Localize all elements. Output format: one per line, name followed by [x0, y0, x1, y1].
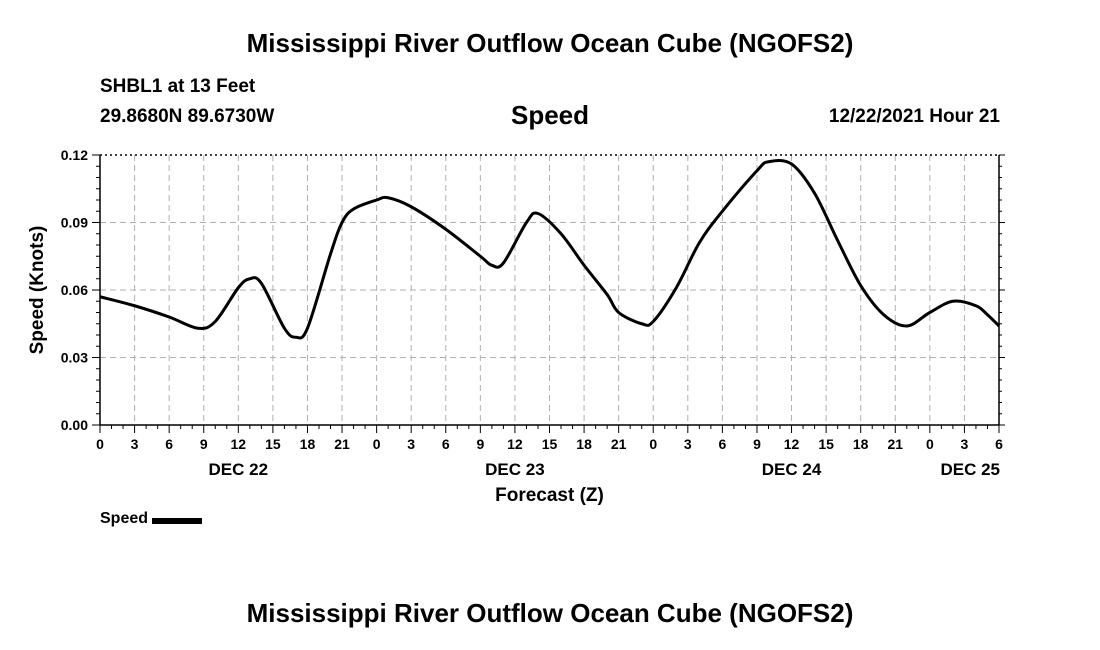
bottom-title: Mississippi River Outflow Ocean Cube (NG…: [246, 598, 854, 628]
x-tick-label: 6: [995, 436, 1003, 452]
y-tick-label: 0.00: [61, 417, 88, 433]
grid-lines: [100, 154, 999, 425]
y-tick-label: 0.12: [61, 147, 88, 163]
x-tick-label: 3: [684, 436, 692, 452]
x-tick-label: 12: [784, 436, 800, 452]
day-label: DEC 22: [209, 460, 269, 479]
x-tick-label: 21: [334, 436, 350, 452]
x-tick-label: 9: [753, 436, 761, 452]
x-tick-label: 18: [300, 436, 316, 452]
chart-title: Speed: [510, 100, 590, 130]
day-label: DEC 23: [485, 460, 545, 479]
y-tick-label: 0.03: [61, 350, 88, 366]
x-tick-label: 0: [96, 436, 104, 452]
legend-label: Speed: [100, 510, 149, 527]
x-tick-label: 21: [611, 436, 627, 452]
x-tick-label: 21: [887, 436, 903, 452]
x-tick-label: 6: [442, 436, 450, 452]
timestamp-label: 12/22/2021 Hour 21: [828, 106, 1000, 127]
day-label: DEC 25: [940, 460, 1000, 479]
x-tick-label: 15: [818, 436, 834, 452]
legend-swatch: [152, 517, 203, 524]
x-tick-label: 12: [507, 436, 523, 452]
x-tick-label: 15: [542, 436, 558, 452]
y-axis-label: Speed (Knots): [27, 226, 48, 355]
y-tick-label: 0.09: [61, 215, 88, 231]
x-tick-label: 6: [718, 436, 726, 452]
station-label: SHBL1 at 13 Feet: [100, 76, 256, 97]
y-tick-label: 0.06: [61, 282, 88, 298]
x-tick-label: 0: [926, 436, 934, 452]
x-axis-label: Forecast (Z): [495, 485, 604, 506]
x-tick-label: 18: [576, 436, 592, 452]
speed-series-line: [99, 158, 1001, 340]
x-tick-label: 3: [407, 436, 415, 452]
x-tick-label: 9: [200, 436, 208, 452]
day-label: DEC 24: [762, 460, 822, 479]
x-tick-label: 15: [265, 436, 281, 452]
x-tick-label: 3: [961, 436, 969, 452]
legend: Speed: [100, 510, 203, 528]
x-tick-label: 6: [165, 436, 173, 452]
x-tick-label: 18: [853, 436, 869, 452]
main-title: Mississippi River Outflow Ocean Cube (NG…: [246, 28, 854, 58]
x-tick-label: 3: [131, 436, 139, 452]
x-tick-label: 0: [373, 436, 381, 452]
coordinates-label: 29.8680N 89.6730W: [100, 106, 275, 127]
x-tick-label: 12: [231, 436, 247, 452]
x-tick-label: 0: [649, 436, 657, 452]
x-tick-label: 9: [476, 436, 484, 452]
